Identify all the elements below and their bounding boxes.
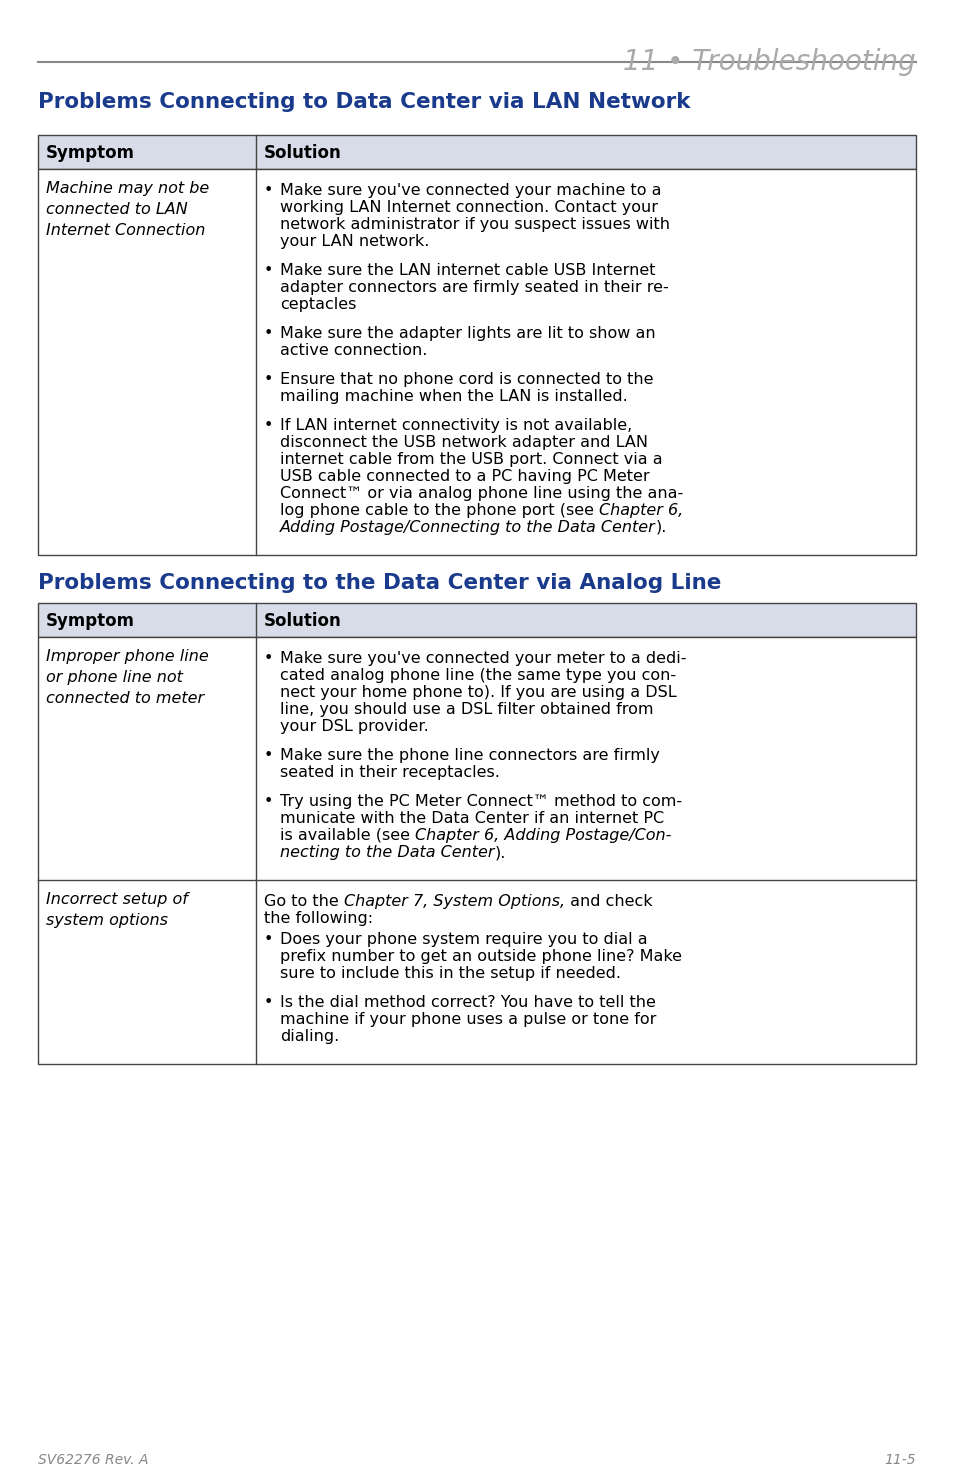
- Text: line, you should use a DSL filter obtained from: line, you should use a DSL filter obtain…: [280, 702, 653, 717]
- Text: Try using the PC Meter Connect™ method to com-: Try using the PC Meter Connect™ method t…: [280, 794, 681, 808]
- Text: Make sure the adapter lights are lit to show an: Make sure the adapter lights are lit to …: [280, 326, 655, 341]
- Text: Adding Postage/Connecting to the Data Center: Adding Postage/Connecting to the Data Ce…: [280, 521, 655, 535]
- Text: Solution: Solution: [264, 145, 341, 162]
- Text: Is the dial method correct? You have to tell the: Is the dial method correct? You have to …: [280, 996, 656, 1010]
- Text: •: •: [264, 650, 274, 667]
- Text: •: •: [264, 996, 274, 1010]
- Text: SV62276 Rev. A: SV62276 Rev. A: [38, 1453, 149, 1468]
- Text: dialing.: dialing.: [280, 1030, 339, 1044]
- Text: active connection.: active connection.: [280, 344, 427, 358]
- Text: necting to the Data Center: necting to the Data Center: [280, 845, 494, 860]
- Text: If LAN internet connectivity is not available,: If LAN internet connectivity is not avai…: [280, 417, 632, 434]
- Bar: [38, 603, 915, 637]
- Text: Make sure you've connected your meter to a dedi-: Make sure you've connected your meter to…: [280, 650, 686, 667]
- Text: disconnect the USB network adapter and LAN: disconnect the USB network adapter and L…: [280, 435, 647, 450]
- Text: working LAN Internet connection. Contact your: working LAN Internet connection. Contact…: [280, 201, 658, 215]
- Text: 11 • Troubleshooting: 11 • Troubleshooting: [622, 49, 915, 77]
- Text: and check: and check: [564, 894, 652, 909]
- Text: •: •: [264, 748, 274, 763]
- Text: Does your phone system require you to dial a: Does your phone system require you to di…: [280, 932, 647, 947]
- Text: Make sure the phone line connectors are firmly: Make sure the phone line connectors are …: [280, 748, 659, 763]
- Text: mailing machine when the LAN is installed.: mailing machine when the LAN is installe…: [280, 389, 627, 404]
- Text: Make sure you've connected your machine to a: Make sure you've connected your machine …: [280, 183, 660, 198]
- Text: Solution: Solution: [264, 612, 341, 630]
- Text: •: •: [264, 932, 274, 947]
- Text: •: •: [264, 417, 274, 434]
- Text: Chapter 6,: Chapter 6,: [598, 503, 682, 518]
- Text: ).: ).: [655, 521, 666, 535]
- Text: nect your home phone to). If you are using a DSL: nect your home phone to). If you are usi…: [280, 684, 676, 701]
- Bar: [38, 637, 915, 1063]
- Text: prefix number to get an outside phone line? Make: prefix number to get an outside phone li…: [280, 948, 681, 965]
- Text: •: •: [264, 794, 274, 808]
- Text: is available (see: is available (see: [280, 827, 415, 844]
- Text: internet cable from the USB port. Connect via a: internet cable from the USB port. Connec…: [280, 451, 662, 468]
- Text: •: •: [264, 263, 274, 277]
- Text: the following:: the following:: [264, 912, 373, 926]
- Bar: [38, 136, 915, 170]
- Text: •: •: [264, 183, 274, 198]
- Text: ceptacles: ceptacles: [280, 296, 356, 313]
- Text: Ensure that no phone cord is connected to the: Ensure that no phone cord is connected t…: [280, 372, 653, 386]
- Text: Problems Connecting to Data Center via LAN Network: Problems Connecting to Data Center via L…: [38, 91, 690, 112]
- Text: network administrator if you suspect issues with: network administrator if you suspect iss…: [280, 217, 669, 232]
- Text: Improper phone line
or phone line not
connected to meter: Improper phone line or phone line not co…: [46, 649, 209, 707]
- Text: your LAN network.: your LAN network.: [280, 235, 429, 249]
- Text: municate with the Data Center if an internet PC: municate with the Data Center if an inte…: [280, 811, 663, 826]
- Text: 11-5: 11-5: [883, 1453, 915, 1468]
- Text: Problems Connecting to the Data Center via Analog Line: Problems Connecting to the Data Center v…: [38, 572, 720, 593]
- Text: Connect™ or via analog phone line using the ana-: Connect™ or via analog phone line using …: [280, 485, 682, 502]
- Text: Go to the: Go to the: [264, 894, 343, 909]
- Text: Incorrect setup of
system options: Incorrect setup of system options: [46, 892, 188, 928]
- Text: •: •: [264, 372, 274, 386]
- Text: machine if your phone uses a pulse or tone for: machine if your phone uses a pulse or to…: [280, 1012, 656, 1027]
- Text: ).: ).: [494, 845, 505, 860]
- Text: your DSL provider.: your DSL provider.: [280, 718, 428, 735]
- Text: Machine may not be
connected to LAN
Internet Connection: Machine may not be connected to LAN Inte…: [46, 181, 209, 237]
- Text: Make sure the LAN internet cable USB Internet: Make sure the LAN internet cable USB Int…: [280, 263, 655, 277]
- Text: log phone cable to the phone port (see: log phone cable to the phone port (see: [280, 503, 598, 518]
- Text: •: •: [264, 326, 274, 341]
- Text: Chapter 7, System Options,: Chapter 7, System Options,: [343, 894, 564, 909]
- Text: adapter connectors are firmly seated in their re-: adapter connectors are firmly seated in …: [280, 280, 668, 295]
- Text: Symptom: Symptom: [46, 145, 135, 162]
- Text: cated analog phone line (the same type you con-: cated analog phone line (the same type y…: [280, 668, 676, 683]
- Text: Chapter 6, Adding Postage/Con-: Chapter 6, Adding Postage/Con-: [415, 827, 671, 844]
- Text: Symptom: Symptom: [46, 612, 135, 630]
- Text: seated in their receptacles.: seated in their receptacles.: [280, 766, 499, 780]
- Bar: [38, 170, 915, 555]
- Text: USB cable connected to a PC having PC Meter: USB cable connected to a PC having PC Me…: [280, 469, 649, 484]
- Text: sure to include this in the setup if needed.: sure to include this in the setup if nee…: [280, 966, 620, 981]
